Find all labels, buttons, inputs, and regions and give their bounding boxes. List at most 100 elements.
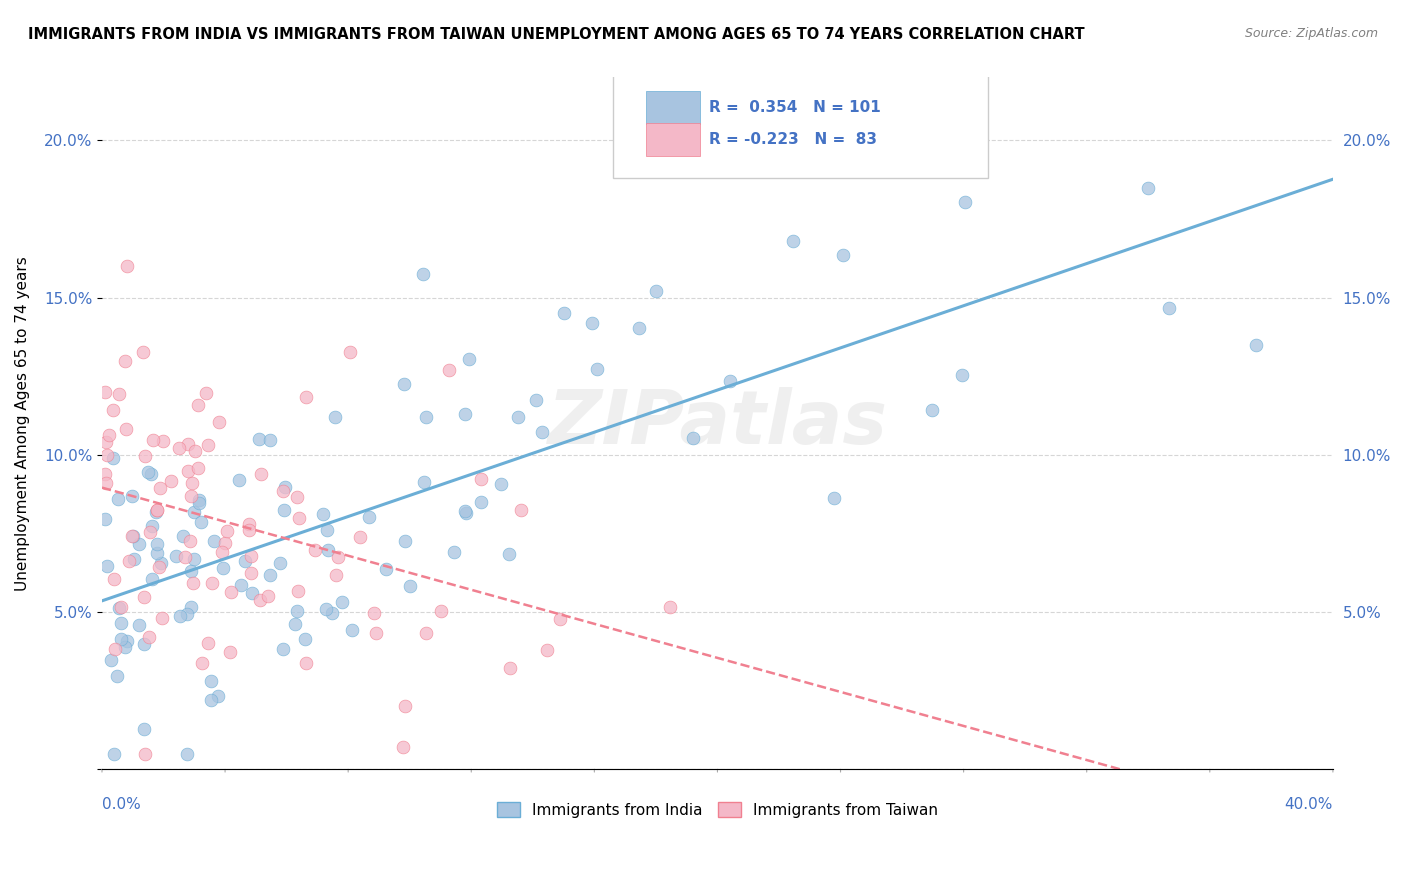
Point <box>238 523 260 537</box>
Point <box>142 433 165 447</box>
Point <box>325 568 347 582</box>
Point <box>172 529 194 543</box>
Point <box>218 645 240 659</box>
Point <box>233 554 256 568</box>
Point <box>273 502 295 516</box>
Point <box>141 572 163 586</box>
Point <box>323 409 346 424</box>
Point <box>103 642 125 657</box>
Point <box>176 463 198 477</box>
Point <box>287 584 309 599</box>
Point <box>454 408 477 422</box>
Text: ZIPatlas: ZIPatlas <box>547 387 887 460</box>
Point <box>169 609 191 624</box>
Point <box>122 551 145 566</box>
Point <box>187 398 209 412</box>
Point <box>470 471 492 485</box>
Point <box>94 467 117 481</box>
Point <box>285 604 308 618</box>
Point <box>271 641 294 656</box>
Point <box>259 434 281 448</box>
Point <box>247 432 270 446</box>
Point <box>184 443 207 458</box>
Point <box>443 545 465 559</box>
Point <box>148 559 170 574</box>
Point <box>509 502 531 516</box>
Point <box>197 437 219 451</box>
Point <box>177 437 200 451</box>
Point <box>207 689 229 703</box>
Text: 0.0%: 0.0% <box>103 797 141 812</box>
Point <box>200 693 222 707</box>
Point <box>950 368 973 383</box>
Point <box>249 593 271 607</box>
Point <box>392 739 415 754</box>
Point <box>132 590 155 604</box>
Point <box>415 409 437 424</box>
Point <box>110 616 132 631</box>
Point <box>132 637 155 651</box>
Point <box>110 600 132 615</box>
Point <box>103 572 125 586</box>
Point <box>658 600 681 615</box>
Point <box>128 537 150 551</box>
Point <box>645 284 668 298</box>
Point <box>269 556 291 570</box>
Text: 40.0%: 40.0% <box>1285 797 1333 812</box>
Point <box>103 747 125 761</box>
Text: IMMIGRANTS FROM INDIA VS IMMIGRANTS FROM TAIWAN UNEMPLOYMENT AMONG AGES 65 TO 74: IMMIGRANTS FROM INDIA VS IMMIGRANTS FROM… <box>28 27 1085 42</box>
Point <box>187 496 209 510</box>
Point <box>274 480 297 494</box>
Point <box>326 550 349 565</box>
Point <box>215 524 238 538</box>
Point <box>415 626 437 640</box>
Point <box>146 503 169 517</box>
Point <box>94 385 117 400</box>
Point <box>458 351 481 366</box>
Point <box>94 512 117 526</box>
Point <box>96 476 118 491</box>
Point <box>392 376 415 391</box>
Point <box>628 320 651 334</box>
Point <box>454 504 477 518</box>
Point <box>394 699 416 714</box>
Text: Source: ZipAtlas.com: Source: ZipAtlas.com <box>1244 27 1378 40</box>
Point <box>470 495 492 509</box>
Point <box>259 567 281 582</box>
Point <box>374 561 396 575</box>
Point <box>240 566 263 581</box>
Point <box>194 386 217 401</box>
Point <box>1137 180 1160 194</box>
Point <box>176 747 198 761</box>
Point <box>136 465 159 479</box>
Point <box>181 575 204 590</box>
FancyBboxPatch shape <box>645 91 700 125</box>
Point <box>190 516 212 530</box>
Point <box>134 449 156 463</box>
Point <box>240 586 263 600</box>
Point <box>412 267 434 281</box>
Point <box>456 506 478 520</box>
Point <box>145 505 167 519</box>
Point <box>202 534 225 549</box>
Point <box>718 374 741 388</box>
Point <box>212 561 235 575</box>
Point <box>141 519 163 533</box>
Point <box>114 640 136 655</box>
Point <box>139 524 162 539</box>
Point <box>316 542 339 557</box>
Point <box>340 623 363 637</box>
Point <box>183 505 205 519</box>
Point <box>832 248 855 262</box>
Y-axis label: Unemployment Among Ages 65 to 74 years: Unemployment Among Ages 65 to 74 years <box>15 256 30 591</box>
Point <box>134 747 156 761</box>
Point <box>550 612 572 626</box>
Point <box>295 390 318 404</box>
Point <box>101 402 124 417</box>
Point <box>1157 301 1180 316</box>
Point <box>364 625 387 640</box>
Point <box>288 511 311 525</box>
Point <box>489 476 512 491</box>
Point <box>536 642 558 657</box>
Point <box>197 636 219 650</box>
